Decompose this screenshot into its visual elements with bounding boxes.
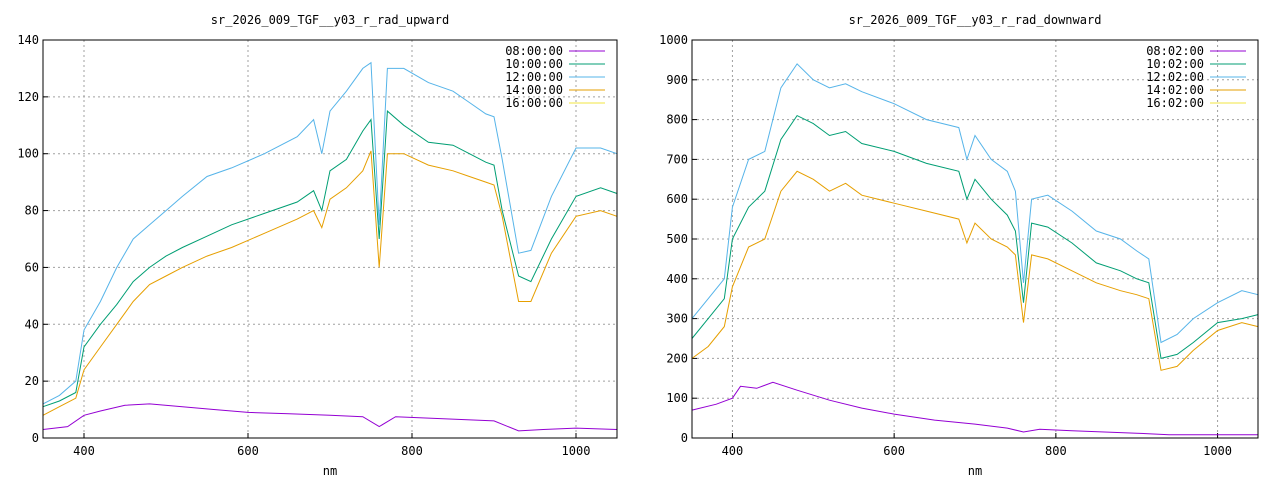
y-tick-label: 40: [25, 317, 39, 331]
y-tick-label: 20: [25, 374, 39, 388]
x-tick-label: 800: [1045, 444, 1067, 458]
series-line-2: [42, 61, 618, 405]
y-tick-label: 120: [17, 90, 39, 104]
x-tick-label: 1000: [1203, 444, 1232, 458]
chart-title: sr_2026_009_TGF__y03_r_rad_downward: [849, 13, 1102, 27]
series-line-1: [691, 114, 1259, 360]
y-tick-label: 100: [17, 147, 39, 161]
legend-label: 16:00:00: [505, 96, 563, 110]
x-tick-label: 1000: [562, 444, 591, 458]
plot-frame: [42, 39, 618, 439]
y-tick-label: 300: [666, 312, 688, 326]
series-line-3: [42, 150, 618, 416]
y-tick-label: 800: [666, 113, 688, 127]
legend-label: 08:00:00: [505, 44, 563, 58]
legend-label: 08:02:00: [1146, 44, 1204, 58]
y-tick-label: 140: [17, 33, 39, 47]
series-line-3: [691, 170, 1259, 371]
y-tick-label: 0: [681, 431, 688, 445]
x-axis-label: nm: [968, 464, 982, 478]
y-tick-label: 500: [666, 232, 688, 246]
chart-upward: 0 20 40 60 80 100 120 140 400 600 800 1000 sr_2026_0…: [17, 13, 618, 478]
series-line-0: [691, 381, 1258, 436]
x-tick-label: 600: [883, 444, 905, 458]
x-tick-label: 800: [401, 444, 423, 458]
y-tick-label: 1000: [659, 33, 688, 47]
x-tick-label: 400: [73, 444, 95, 458]
y-tick-label: 100: [666, 391, 688, 405]
series-line-0: [42, 403, 618, 432]
legend-label: 14:00:00: [505, 83, 563, 97]
series-line-1: [42, 110, 618, 408]
legend-label: 16:02:00: [1146, 96, 1204, 110]
legend-label: 10:00:00: [505, 57, 563, 71]
x-axis-label: nm: [323, 464, 337, 478]
series-line-2: [691, 63, 1259, 344]
legend-label: 12:02:00: [1146, 70, 1204, 84]
y-tick-label: 900: [666, 73, 688, 87]
y-tick-label: 0: [32, 431, 39, 445]
y-tick-label: 600: [666, 192, 688, 206]
legend-label: 14:02:00: [1146, 83, 1204, 97]
y-tick-label: 700: [666, 152, 688, 166]
legend-label: 12:00:00: [505, 70, 563, 84]
chart-title: sr_2026_009_TGF__y03_r_rad_upward: [211, 13, 449, 27]
y-tick-label: 60: [25, 260, 39, 274]
y-tick-label: 80: [25, 204, 39, 218]
legend-label: 10:02:00: [1146, 57, 1204, 71]
x-tick-label: 400: [722, 444, 744, 458]
plot-frame: [691, 39, 1259, 439]
x-tick-label: 600: [237, 444, 259, 458]
y-tick-label: 400: [666, 272, 688, 286]
y-tick-label: 200: [666, 351, 688, 365]
chart-downward: 0 100 200 300 400 500 600 700 800 900 1000 400 600 80…: [659, 13, 1259, 478]
